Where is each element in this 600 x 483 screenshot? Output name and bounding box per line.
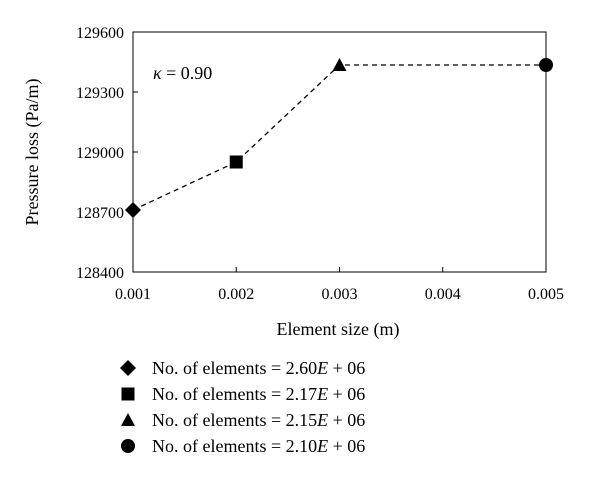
- series: [125, 58, 553, 218]
- legend-marker-shape: [121, 439, 135, 453]
- data-point-square: [229, 155, 243, 169]
- chart: 0.001 0.002 0.003 0.004 0.005 128400 128700 129…: [22, 25, 564, 340]
- x-tick-label: 0.001: [115, 286, 151, 303]
- series-line: [132, 64, 546, 211]
- legend-marker-shape: [121, 413, 135, 426]
- data-point-diamond: [125, 202, 141, 218]
- kappa-annotation: κ = 0.90: [153, 63, 212, 83]
- y-tick-label: 128400: [76, 265, 124, 282]
- x-tick-label: 0.004: [425, 286, 461, 303]
- x-tick-label: 0.005: [528, 286, 564, 303]
- legend-marker-shape: [121, 387, 135, 401]
- legend-marker-triangle: [121, 413, 135, 426]
- y-tick-label: 129000: [76, 145, 124, 162]
- x-tick-label: 0.002: [218, 286, 254, 303]
- x-axis-title: Element size (m): [277, 319, 400, 340]
- legend-label: No. of elements = 2.60E + 06: [152, 358, 366, 378]
- y-tick-label: 129600: [76, 25, 124, 42]
- x-tick-label: 0.003: [322, 286, 358, 303]
- legend-marker-square: [121, 387, 135, 401]
- legend-label: No. of elements = 2.15E + 06: [152, 410, 366, 430]
- y-axis-title: Pressure loss (Pa/m): [22, 79, 43, 226]
- legend-label: No. of elements = 2.10E + 06: [152, 436, 366, 456]
- legend-marker-circle: [121, 439, 135, 453]
- legend-marker-diamond: [120, 360, 136, 376]
- y-tick-label: 129300: [76, 85, 124, 102]
- y-tick-label: 128700: [76, 205, 124, 222]
- legend-label: No. of elements = 2.17E + 06: [152, 384, 366, 404]
- ticks: 0.001 0.002 0.003 0.004 0.005 128400 128700 129…: [76, 25, 564, 303]
- data-point-triangle: [332, 58, 347, 71]
- data-point-circle: [539, 58, 553, 72]
- legend-marker-shape: [120, 360, 136, 376]
